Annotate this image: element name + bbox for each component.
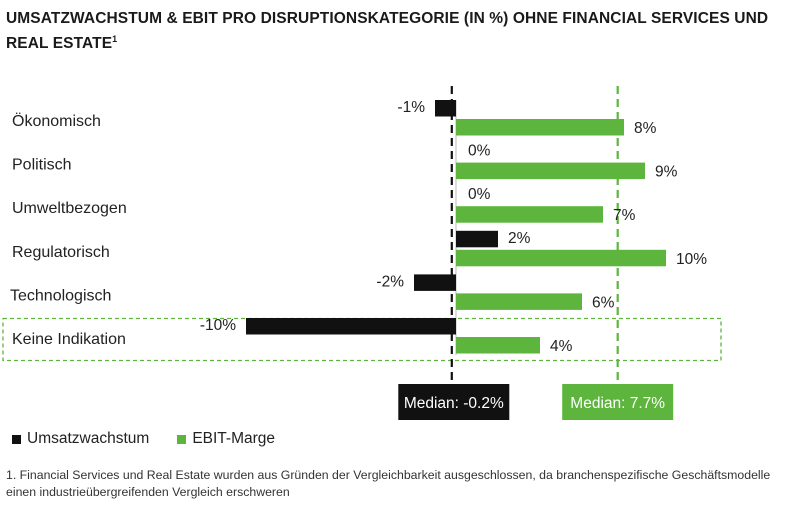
bar-ebit — [456, 293, 582, 310]
category-label: Technologisch — [10, 287, 111, 304]
data-label-revenue: 0% — [468, 186, 491, 203]
category-label: Ökonomisch — [12, 112, 101, 130]
chart-title-footnote-mark: 1 — [112, 34, 118, 44]
data-label-ebit: 4% — [550, 338, 573, 355]
bar-revenue — [414, 274, 456, 291]
bar-revenue — [246, 318, 456, 335]
footnote: 1. Financial Services und Real Estate wu… — [6, 468, 771, 499]
legend-item-revenue: Umsatzwachstum — [12, 430, 149, 448]
data-label-ebit: 7% — [613, 207, 636, 224]
category-label: Regulatorisch — [12, 244, 110, 261]
legend-swatch-revenue — [12, 434, 21, 444]
bar-ebit — [456, 206, 603, 223]
bar-chart: Ökonomisch -1% 8% Politisch 0% 9% Umweltbezoge… — [2, 86, 722, 420]
data-label-revenue: -1% — [397, 99, 425, 116]
data-label-ebit: 10% — [676, 251, 707, 268]
chart-legend: Umsatzwachstum EBIT-Marge — [12, 430, 303, 448]
bar-ebit — [456, 337, 540, 354]
chart-title-text: UMSATZWACHSTUM & EBIT PRO DISRUPTIONSKAT… — [6, 10, 769, 52]
data-label-revenue: 2% — [508, 230, 531, 247]
data-label-ebit: 8% — [634, 120, 657, 137]
data-label-revenue: 0% — [468, 143, 491, 160]
category-label: Umweltbezogen — [12, 200, 127, 217]
bar-ebit — [456, 249, 666, 267]
category-label: Keine Indikation — [12, 331, 126, 348]
data-label-ebit: 9% — [655, 164, 678, 181]
median-label-text: Median: 7.7% — [570, 395, 665, 412]
data-label-revenue: -2% — [376, 273, 404, 290]
bar-revenue — [435, 100, 456, 117]
data-label-revenue: -10% — [200, 317, 236, 334]
bar-ebit — [456, 119, 624, 136]
median-label-box — [398, 384, 510, 420]
legend-item-ebit: EBIT-Marge — [177, 430, 275, 448]
median-label-text: Median: -0.2% — [404, 395, 504, 412]
legend-label-ebit: EBIT-Marge — [192, 430, 276, 447]
bar-ebit — [456, 162, 645, 180]
median-label-box — [562, 384, 674, 420]
category-label: Politisch — [12, 157, 72, 174]
legend-swatch-ebit — [177, 434, 187, 444]
chart-title: UMSATZWACHSTUM & EBIT PRO DISRUPTIONSKAT… — [6, 9, 786, 54]
bar-revenue — [456, 230, 498, 248]
legend-label-revenue: Umsatzwachstum — [27, 430, 150, 447]
data-label-ebit: 6% — [592, 294, 615, 311]
